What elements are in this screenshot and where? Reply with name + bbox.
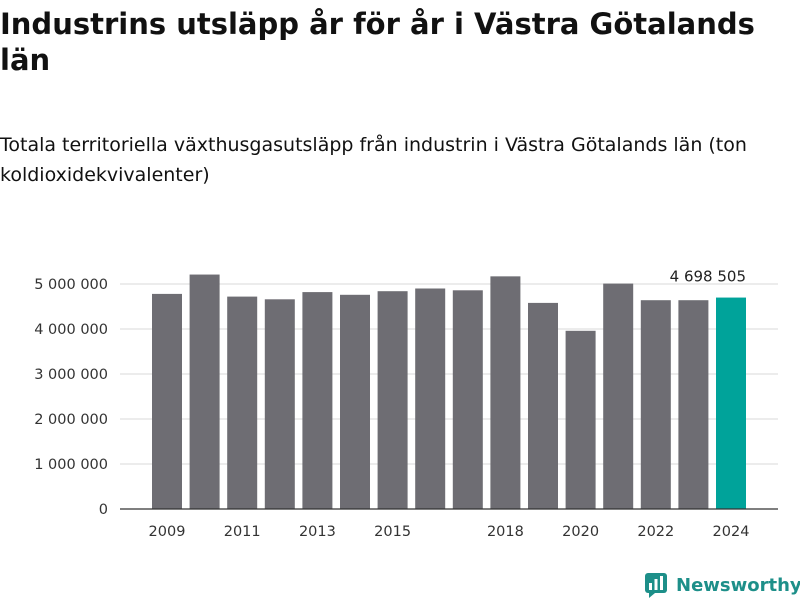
bar-2023 — [678, 300, 709, 509]
y-tick-label-2000000: 2 000 000 — [34, 412, 108, 428]
y-tick-label-1000000: 1 000 000 — [34, 457, 108, 473]
x-axis-labels: 2009 2011 2013 2015 2018 2020 2022 2024 — [149, 524, 750, 540]
chart-subtitle: Totala territoriella växthusgasutsläpp f… — [0, 134, 747, 186]
bar-2014 — [340, 294, 370, 509]
page-title: Industrins utsläpp år för år i Västra Gö… — [0, 7, 755, 77]
bar-2017 — [452, 290, 483, 509]
x-tick-label-2013: 2013 — [299, 524, 336, 540]
y-tick-label-5000000: 5 000 000 — [34, 277, 108, 293]
x-tick-label-2011: 2011 — [224, 524, 261, 540]
bar-2019 — [528, 302, 558, 509]
bar-2013 — [302, 292, 333, 509]
x-tick-label-2015: 2015 — [374, 524, 411, 540]
y-axis-labels: 0 1 000 000 2 000 000 3 000 000 4 000 000 5 0… — [34, 277, 108, 518]
newsworthy-brand: Newsworthy — [644, 570, 800, 600]
bar-2020 — [565, 330, 596, 509]
x-tick-label-2009: 2009 — [149, 524, 186, 540]
bar-2012 — [264, 299, 295, 509]
x-tick-label-2024: 2024 — [713, 524, 750, 540]
brand-name: Newsworthy — [676, 574, 800, 596]
x-tick-label-2022: 2022 — [637, 524, 674, 540]
y-tick-label-0: 0 — [99, 502, 108, 518]
bar-2022 — [640, 300, 671, 509]
bar-2018 — [490, 276, 521, 509]
bar-2016 — [415, 288, 446, 509]
newsworthy-logo-icon — [645, 573, 667, 598]
bar-2024 — [716, 297, 746, 509]
bar-2021 — [603, 283, 634, 509]
x-tick-label-2020: 2020 — [562, 524, 599, 540]
bar-2015 — [377, 291, 408, 509]
bar-2011 — [227, 296, 258, 509]
bars — [152, 274, 746, 509]
bar-2010 — [189, 274, 220, 509]
y-tick-label-3000000: 3 000 000 — [34, 367, 108, 383]
y-tick-label-4000000: 4 000 000 — [34, 322, 108, 338]
value-annotation: 4 698 505 — [670, 268, 746, 286]
bar-chart: 0 1 000 000 2 000 000 3 000 000 4 000 000 5 0… — [34, 268, 778, 540]
x-tick-label-2018: 2018 — [487, 524, 524, 540]
bar-2009 — [152, 293, 182, 509]
